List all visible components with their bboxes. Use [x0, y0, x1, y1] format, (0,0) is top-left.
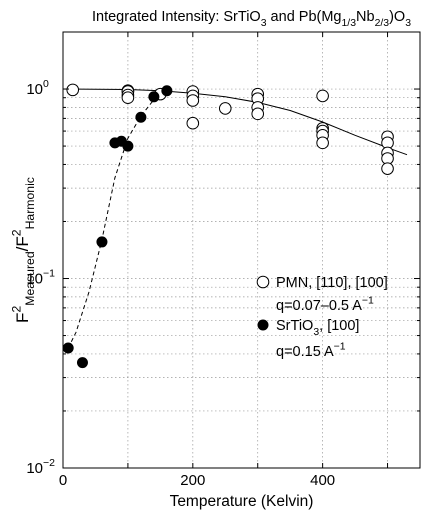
srtio3-point	[122, 140, 134, 152]
pmn-point	[381, 162, 394, 175]
data-points	[62, 83, 394, 369]
grid-lines	[63, 31, 420, 469]
legend: PMN, [110], [100] q=0.07–0.5 A−1 SrTiO3, […	[256, 275, 388, 360]
x-tick-label: 0	[59, 472, 67, 489]
legend-label-pmn: PMN, [110], [100]	[276, 275, 388, 291]
x-tick-label: 400	[310, 472, 335, 489]
pmn-point	[316, 136, 329, 150]
y-tick-exponent: 0	[43, 78, 49, 90]
legend-marker-srtio3	[257, 319, 269, 331]
y-tick-label: 10	[26, 460, 43, 477]
pmn-point	[251, 107, 265, 121]
srtio3-point	[161, 85, 173, 97]
srtio3-point	[135, 111, 147, 123]
legend-detail-pmn: q=0.07–0.5 A−1	[276, 295, 374, 314]
legend-marker-pmn	[256, 275, 270, 289]
pmn-point	[121, 91, 135, 105]
legend-label-srtio3: SrTiO3, [100]	[276, 318, 359, 338]
pmn-point	[186, 94, 200, 107]
y-tick-label: 10	[26, 271, 43, 288]
x-axis-label-text: Temperature (Kelvin)	[170, 493, 314, 510]
plot-frame	[62, 31, 421, 469]
srtio3-point	[96, 236, 108, 248]
srtio3-point	[62, 342, 74, 354]
x-axis-label: Temperature (Kelvin)	[170, 493, 314, 510]
srtio3-point	[76, 357, 88, 369]
y-axis-label-text: F2Measured/F2Harmonic	[9, 177, 37, 323]
y-tick-exponent: −1	[43, 268, 55, 280]
pmn-point	[316, 89, 329, 103]
y-axis-label: F2Measured/F2Harmonic	[9, 177, 37, 323]
fit-line-dashed	[67, 90, 168, 349]
chart-title: Integrated Intensity: SrTiO3 and Pb(Mg1/…	[92, 9, 411, 29]
x-tick-label: 200	[180, 472, 205, 489]
y-tick-exponent: −2	[43, 457, 55, 469]
pmn-point	[218, 102, 232, 115]
pmn-point	[66, 83, 80, 97]
pmn-point	[186, 116, 200, 130]
srtio3-point	[148, 91, 160, 103]
y-tick-label: 10	[26, 81, 43, 98]
chart-title-text: Integrated Intensity: SrTiO3 and Pb(Mg1/…	[92, 9, 411, 29]
legend-detail-srtio3: q=0.15 A−1	[276, 341, 346, 360]
